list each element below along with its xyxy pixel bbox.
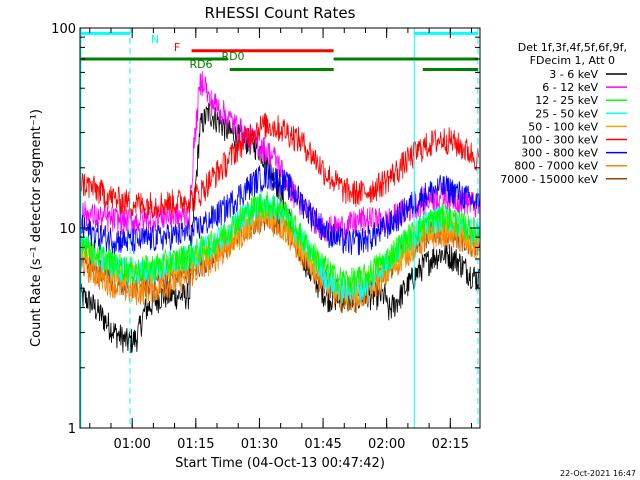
footer-timestamp: 22-Oct-2021 16:47 <box>560 469 636 478</box>
x-tick-label-02-00: 02:00 <box>368 437 405 452</box>
y-axis-label: Count Rate (s⁻¹ detector segment⁻¹) <box>29 109 44 347</box>
x-tick-label-01-30: 01:30 <box>241 437 278 452</box>
x-tick-label-01-15: 01:15 <box>177 437 214 452</box>
state-bar-label-rd0: RD0 <box>221 50 244 63</box>
y-tick-label-1: 1 <box>68 422 76 437</box>
series-line-300-800-kev <box>79 164 480 256</box>
y-tick-label-100: 100 <box>51 22 76 37</box>
series-line-100-300-kev <box>79 112 480 219</box>
legend-header-line-1: Det 1f,3f,4f,5f,6f,9f, <box>518 41 627 54</box>
state-bar-label-n: N <box>151 33 159 46</box>
chart-title: RHESSI Count Rates <box>205 4 356 22</box>
series-line-3-6-kev <box>79 102 480 354</box>
legend-label-6-12-kev: 6 - 12 keV <box>542 81 598 94</box>
legend-label-25-50-kev: 25 - 50 keV <box>535 107 598 120</box>
x-tick-label-02-15: 02:15 <box>432 437 469 452</box>
legend-label-800-7000-kev: 800 - 7000 keV <box>514 160 598 173</box>
legend-label-50-100-kev: 50 - 100 keV <box>528 120 598 133</box>
state-bar-label-f: F <box>174 41 180 54</box>
legend-label-7000-15000-kev: 7000 - 15000 keV <box>500 173 598 186</box>
axis-layer: 1 10 100 01:00 01:15 01:30 01:45 02:00 02:15 <box>51 22 480 452</box>
x-tick-label-01-00: 01:00 <box>113 437 150 452</box>
x-tick-label-01-45: 01:45 <box>304 437 341 452</box>
state-bar-label-rd6: RD6 <box>189 58 212 71</box>
legend-label-3-6-kev: 3 - 6 keV <box>549 68 598 81</box>
x-axis-label: Start Time (04-Oct-13 00:47:42) <box>175 456 385 471</box>
legend-header-line-2: FDecim 1, Att 0 <box>530 54 615 67</box>
series-line-25-50-kev <box>79 192 480 304</box>
legend-label-300-800-kev: 300 - 800 keV <box>521 147 598 160</box>
legend-label-100-300-kev: 100 - 300 keV <box>521 134 598 147</box>
y-tick-label-10: 10 <box>59 222 76 237</box>
legend: Det 1f,3f,4f,5f,6f,9f, FDecim 1, Att 0 3… <box>500 41 627 186</box>
series-line-12-25-kev <box>79 191 480 295</box>
series-layer <box>79 71 480 354</box>
legend-label-12-25-kev: 12 - 25 keV <box>535 94 598 107</box>
